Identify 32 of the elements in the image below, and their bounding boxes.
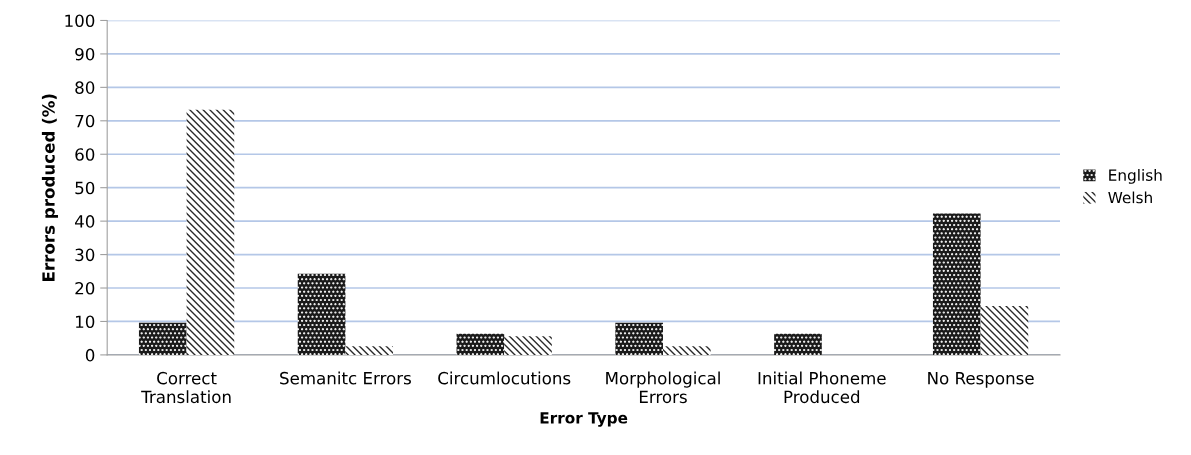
bar — [662, 346, 711, 355]
y-tick-label: 0 — [85, 348, 95, 362]
x-tick-label: Morphological Errors — [606, 371, 720, 404]
y-tick-label: 20 — [75, 281, 95, 295]
y-tick-label: 90 — [75, 47, 95, 61]
bar — [186, 109, 235, 355]
legend-label: English — [1109, 169, 1162, 184]
bar — [774, 333, 822, 355]
x-tick-label: Correct Translation — [141, 371, 231, 404]
y-tick-label: 70 — [75, 114, 95, 128]
y-tick-label: 10 — [76, 315, 95, 329]
bar — [138, 322, 187, 355]
y-tick-label: 50 — [75, 181, 95, 195]
legend-label: Welsh — [1108, 191, 1152, 204]
bar — [980, 306, 1029, 355]
x-tick-label: Circumlocutions — [438, 371, 571, 385]
bar — [615, 322, 663, 355]
y-tick-label: 100 — [65, 14, 95, 28]
bar — [932, 213, 981, 355]
y-axis-title: Errors produced (%) — [41, 94, 59, 281]
y-tick-label: 40 — [74, 215, 95, 228]
x-tick-label: Initial Phoneme Produced — [758, 371, 886, 404]
x-tick-label: Semanitc Errors — [280, 371, 411, 385]
bar — [504, 336, 552, 355]
y-tick-label: 80 — [75, 81, 95, 94]
y-tick-label: 30 — [75, 248, 95, 262]
x-tick-label: No Response — [928, 372, 1034, 388]
bar — [456, 333, 505, 355]
bar — [297, 273, 346, 355]
y-tick-label: 60 — [75, 148, 95, 161]
bar — [345, 346, 394, 355]
x-axis-title: Error Type — [540, 412, 628, 427]
